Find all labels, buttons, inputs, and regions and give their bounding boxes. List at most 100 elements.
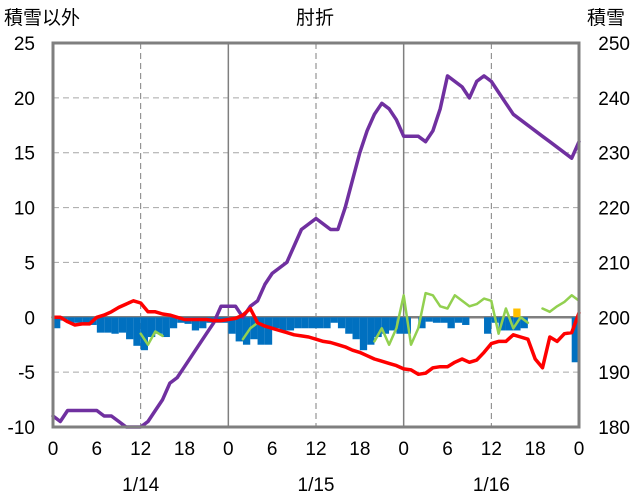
precip-bar	[425, 317, 433, 322]
x-tick-label: 6	[92, 439, 103, 460]
precip-bar	[191, 317, 200, 331]
x-tick-label: 0	[48, 439, 59, 460]
date-label: 1/16	[473, 475, 510, 496]
precip-bar	[286, 317, 295, 331]
precip-bar	[133, 317, 141, 346]
left-tick-label: -5	[18, 363, 35, 384]
precip-bar	[272, 317, 280, 329]
x-tick-label: 0	[574, 439, 585, 460]
right-axis-label: 積雪	[587, 7, 625, 29]
precip-bar	[454, 317, 463, 323]
precip-bar	[352, 317, 360, 340]
precip-bar	[520, 317, 528, 329]
precip-bar	[104, 317, 112, 333]
precip-bar	[96, 317, 105, 333]
x-tick-label: 12	[481, 439, 502, 460]
x-tick-label: 12	[305, 439, 326, 460]
precip-bar	[264, 317, 273, 345]
left-tick-label: 25	[14, 34, 35, 55]
precip-bar	[199, 317, 207, 329]
x-tick-label: 6	[267, 439, 278, 460]
right-tick-label: 250	[598, 34, 630, 55]
precip-bar	[571, 317, 579, 363]
precip-bar	[111, 317, 119, 334]
left-tick-label: -10	[8, 418, 35, 439]
precip-bar	[462, 317, 470, 325]
precip-bar	[396, 317, 404, 334]
right-tick-label: 240	[598, 89, 630, 110]
title: 肘折	[296, 7, 334, 29]
x-tick-label: 18	[349, 439, 370, 460]
precip-bar	[440, 317, 448, 323]
precip-bar	[308, 317, 316, 329]
precip-bar	[316, 317, 324, 329]
left-axis-ticks: 25 20 15 10 5 0 -5 -10	[8, 34, 35, 439]
x-tick-label: 18	[174, 439, 195, 460]
left-tick-label: 0	[24, 308, 35, 329]
precip-bar	[505, 317, 514, 331]
precip-bar	[389, 317, 397, 331]
x-axis-ticks: 0 6 12 18 0 6 12 18 0 6 12 18 0	[48, 439, 585, 460]
x-tick-label: 0	[223, 439, 234, 460]
left-tick-label: 20	[14, 89, 35, 110]
precip-bar	[359, 317, 368, 351]
precip-bar	[242, 317, 251, 345]
precip-bar	[301, 317, 309, 329]
right-tick-label: 180	[598, 418, 630, 439]
date-labels: 1/14 1/15 1/16	[122, 475, 510, 496]
precip-bar	[162, 317, 170, 338]
temperature-line	[51, 299, 581, 377]
precip-bar	[432, 317, 441, 323]
precip-bar	[118, 317, 127, 333]
right-tick-label: 230	[598, 144, 630, 165]
x-tick-label: 18	[525, 439, 546, 460]
right-tick-label: 190	[598, 363, 630, 384]
right-axis-ticks: 250 240 230 220 210 200 190 180	[598, 34, 630, 439]
x-tick-label: 12	[130, 439, 151, 460]
precip-bar	[294, 317, 302, 329]
left-tick-label: 15	[14, 144, 35, 165]
precip-bar	[257, 317, 265, 345]
precip-bar	[323, 317, 331, 329]
precip-bar	[140, 317, 148, 351]
precip-bar	[374, 317, 382, 338]
left-tick-label: 5	[24, 253, 35, 274]
right-tick-label: 220	[598, 199, 630, 220]
right-tick-label: 210	[598, 253, 630, 274]
precip-bar-highlight	[513, 308, 521, 318]
x-tick-label: 0	[398, 439, 409, 460]
precip-bar	[418, 317, 426, 329]
precip-bar	[147, 317, 156, 338]
precip-bar	[126, 317, 134, 340]
wind-speed-line	[373, 291, 530, 346]
precip-bar	[53, 317, 61, 329]
precip-bar	[82, 317, 90, 324]
wind-speed-line	[241, 321, 259, 341]
precip-bar	[279, 317, 287, 331]
precip-bar	[169, 317, 178, 329]
precip-bar	[228, 317, 236, 334]
precip-bar	[330, 317, 338, 323]
plot-frame	[51, 41, 581, 429]
left-tick-label: 10	[14, 199, 35, 220]
precip-bar	[250, 317, 258, 340]
date-label: 1/15	[298, 475, 335, 496]
precip-bar	[155, 317, 163, 334]
grid	[53, 43, 579, 427]
wind-speed-line	[139, 330, 164, 346]
left-axis-label: 積雪以外	[4, 7, 80, 29]
date-label: 1/14	[122, 475, 159, 496]
right-tick-label: 200	[598, 308, 630, 329]
x-tick-label: 6	[442, 439, 453, 460]
precip-bar	[484, 317, 492, 334]
precip-bar	[67, 317, 75, 323]
precip-bar	[74, 317, 83, 323]
precip-bar	[235, 317, 243, 342]
precip-bar	[337, 317, 346, 329]
wind-speed-line	[541, 294, 581, 314]
precip-bar	[367, 317, 375, 345]
precip-bar	[381, 317, 390, 334]
precip-bar	[345, 317, 353, 334]
precip-bar	[447, 317, 455, 329]
